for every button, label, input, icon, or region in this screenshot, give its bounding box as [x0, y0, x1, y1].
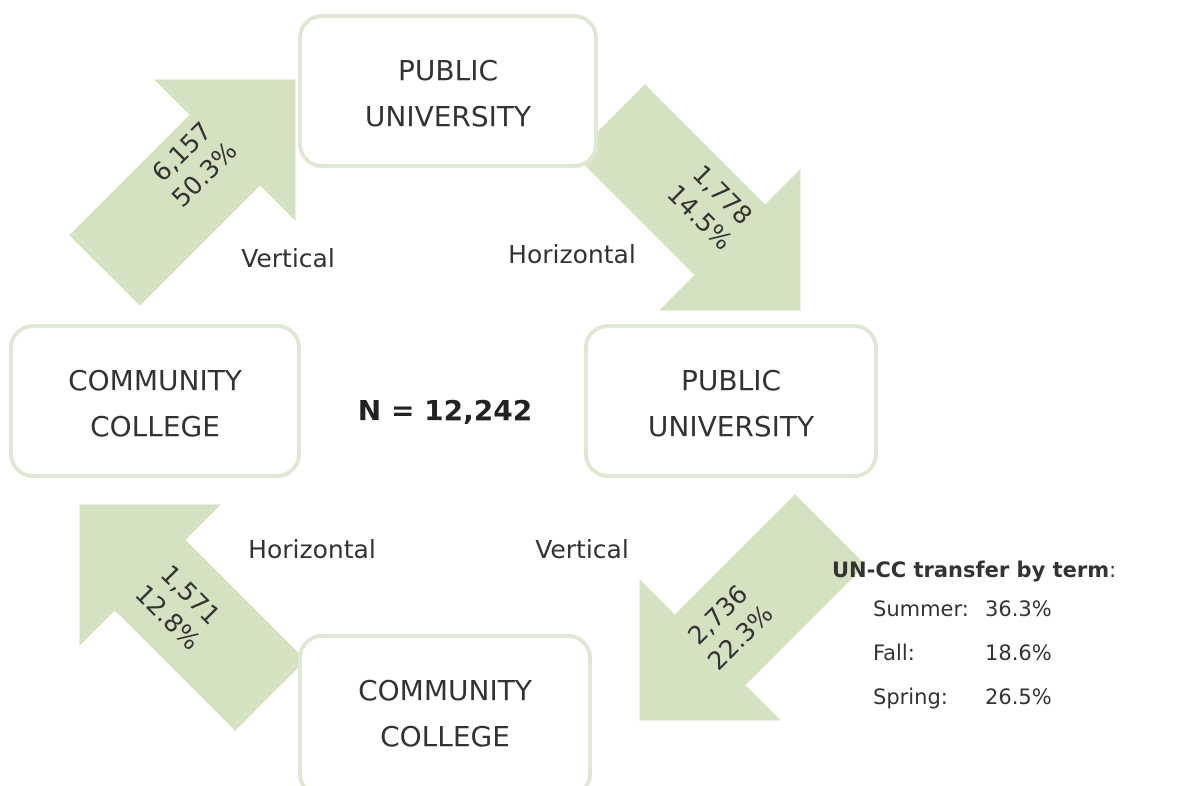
flow-label: Horizontal: [248, 535, 376, 564]
term-value: 26.5%: [985, 685, 1052, 709]
flow-label: Horizontal: [508, 240, 636, 269]
side-title: UN-CC transfer by term:: [832, 558, 1116, 582]
node-label: COLLEGE: [90, 410, 220, 443]
node-label: UNIVERSITY: [365, 100, 532, 133]
node-box: [298, 634, 592, 786]
term: Fall:: [873, 641, 915, 665]
node-box: [584, 324, 878, 478]
node-box: [298, 14, 598, 168]
term: Spring:: [873, 685, 948, 709]
arrow: [574, 84, 801, 311]
node-label: COMMUNITY: [358, 674, 533, 707]
flow-label: Vertical: [241, 244, 335, 273]
nodes: PUBLIC UNIVERSITY PUBLIC UNIVERSITY COMM…: [9, 14, 878, 786]
node-label: PUBLIC: [681, 364, 781, 397]
node-label: UNIVERSITY: [648, 410, 815, 443]
side-title-colon: :: [1109, 558, 1116, 582]
term-value: 18.6%: [985, 641, 1052, 665]
node-label: PUBLIC: [398, 54, 498, 87]
total: N = 12,242: [358, 394, 532, 427]
arrows: [69, 79, 866, 731]
node-label: COMMUNITY: [68, 364, 243, 397]
arrow: [69, 79, 296, 306]
flow-label: Vertical: [535, 535, 629, 564]
arrow: [639, 494, 866, 721]
side-title-text: UN-CC transfer by term: [832, 558, 1109, 582]
side-table: UN-CC transfer by term: Summer: 36.3% Fa…: [832, 558, 1116, 709]
term-value: 36.3%: [985, 597, 1052, 621]
node-label: COLLEGE: [380, 720, 510, 753]
node-box: [9, 324, 301, 478]
term: Summer:: [873, 597, 969, 621]
arrow: [79, 504, 306, 731]
